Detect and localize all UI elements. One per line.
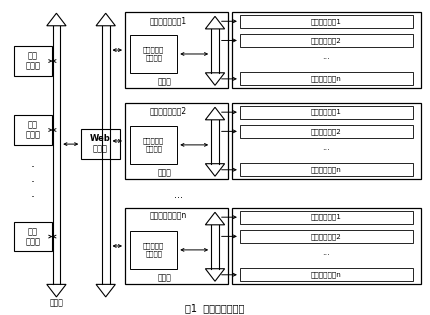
- Bar: [81, 129, 120, 159]
- Text: 机床控制单元n: 机床控制单元n: [311, 76, 342, 82]
- Text: 机床控制单元2: 机床控制单元2: [311, 37, 342, 44]
- Polygon shape: [206, 16, 224, 29]
- Text: 以太网: 以太网: [157, 78, 171, 87]
- Text: 图1  系统总体结构图: 图1 系统总体结构图: [185, 303, 245, 313]
- Text: 机床控制单元1: 机床控制单元1: [311, 214, 342, 220]
- Text: ···: ···: [322, 55, 330, 64]
- Polygon shape: [47, 13, 66, 26]
- Bar: [14, 222, 52, 251]
- Text: 机床控制单元1: 机床控制单元1: [311, 109, 342, 116]
- Bar: [240, 34, 413, 47]
- Text: 用户
浏览器: 用户 浏览器: [25, 120, 40, 140]
- Text: 机床控制单元1: 机床控制单元1: [311, 18, 342, 25]
- Text: 用户
浏览器: 用户 浏览器: [25, 227, 40, 246]
- Bar: [14, 115, 52, 145]
- Polygon shape: [206, 269, 224, 281]
- Polygon shape: [206, 73, 224, 85]
- Text: 嵌入式数控单元1: 嵌入式数控单元1: [150, 16, 187, 25]
- Text: 嵌入式数控单元2: 嵌入式数控单元2: [150, 107, 187, 116]
- Text: 机床控制单元n: 机床控制单元n: [311, 166, 342, 173]
- Text: 以太网: 以太网: [157, 169, 171, 178]
- Bar: [240, 72, 413, 85]
- Bar: [240, 163, 413, 176]
- Bar: [130, 126, 177, 164]
- Text: ···: ···: [322, 251, 330, 260]
- Polygon shape: [47, 284, 66, 297]
- Bar: [240, 211, 413, 224]
- Text: 机床控制单元2: 机床控制单元2: [311, 233, 342, 240]
- Bar: [232, 12, 421, 89]
- Text: 以太网: 以太网: [49, 299, 63, 308]
- Text: 机床控制单元n: 机床控制单元n: [311, 272, 342, 278]
- Bar: [130, 231, 177, 269]
- Text: 嵌入式中央
控制单元: 嵌入式中央 控制单元: [143, 47, 164, 61]
- Text: 嵌入式数控单元n: 嵌入式数控单元n: [150, 212, 187, 221]
- Bar: [130, 35, 177, 73]
- Polygon shape: [206, 164, 224, 176]
- Bar: [125, 103, 228, 179]
- Bar: [232, 208, 421, 284]
- Text: ···: ···: [174, 193, 183, 203]
- Text: 以太网: 以太网: [157, 274, 171, 283]
- Bar: [232, 103, 421, 179]
- Bar: [125, 12, 228, 89]
- Text: 嵌入式中央
控制单元: 嵌入式中央 控制单元: [143, 138, 164, 152]
- Text: ···: ···: [322, 146, 330, 155]
- Bar: [240, 230, 413, 243]
- Bar: [125, 208, 228, 284]
- Bar: [240, 106, 413, 119]
- Bar: [240, 15, 413, 28]
- Text: 嵌入式中央
控制单元: 嵌入式中央 控制单元: [143, 243, 164, 257]
- Bar: [240, 268, 413, 281]
- Text: ·
·
·: · · ·: [31, 161, 35, 204]
- Bar: [14, 46, 52, 76]
- Polygon shape: [96, 284, 115, 297]
- Polygon shape: [206, 107, 224, 120]
- Polygon shape: [96, 13, 115, 26]
- Bar: [240, 125, 413, 138]
- Text: 机床控制单元2: 机床控制单元2: [311, 128, 342, 135]
- Text: Web
服务器: Web 服务器: [90, 135, 111, 154]
- Text: 用户
浏览器: 用户 浏览器: [25, 51, 40, 71]
- Polygon shape: [206, 212, 224, 225]
